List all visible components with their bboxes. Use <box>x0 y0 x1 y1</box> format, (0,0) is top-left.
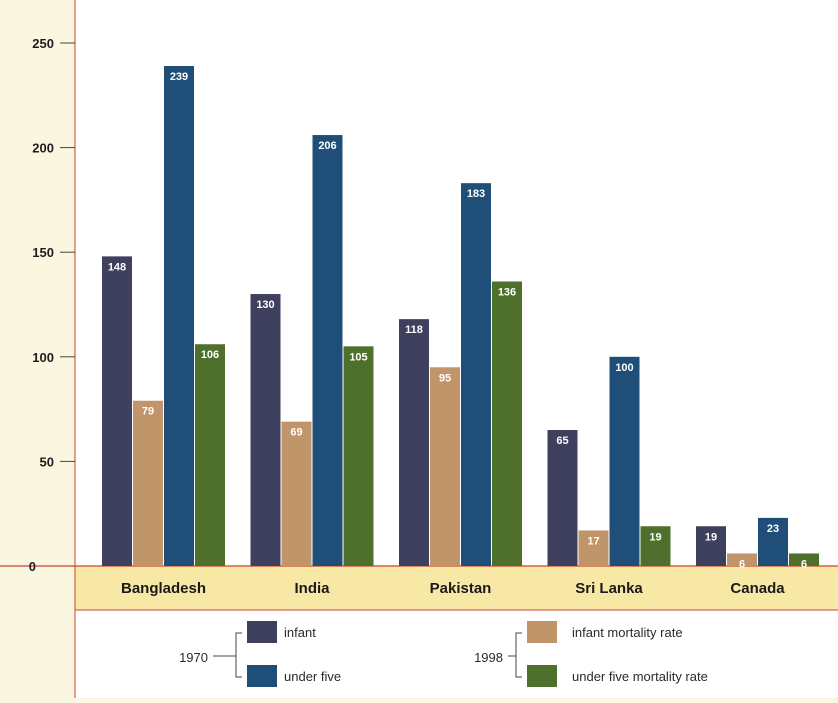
bar <box>461 183 491 566</box>
bar-value-label: 206 <box>318 140 336 152</box>
bar <box>640 526 671 566</box>
x-axis: Bangladesh India Pakistan Sri Lanka Canada <box>121 580 785 597</box>
bar-value-label: 183 <box>467 188 485 200</box>
bar <box>696 526 726 566</box>
bar <box>727 553 757 566</box>
bar <box>102 256 132 566</box>
bar-value-label: 95 <box>439 372 451 384</box>
y-tick-label: 150 <box>32 245 54 260</box>
bar <box>312 135 343 566</box>
bar-value-label: 100 <box>615 362 633 374</box>
category-label: Sri Lanka <box>575 580 643 597</box>
bar-value-label: 17 <box>587 535 599 547</box>
legend-item-label: under five mortality rate <box>572 669 708 684</box>
y-tick-label: 200 <box>32 141 54 156</box>
y-axis: 250 200 150 100 50 0 <box>29 36 75 574</box>
bar-value-label: 136 <box>498 286 516 298</box>
legend-item-label: infant mortality rate <box>572 625 683 640</box>
bar-value-label: 65 <box>556 435 568 447</box>
legend: 1970 infant under five 1998 infant mortality… <box>179 621 708 687</box>
bar-value-label: 148 <box>108 261 126 273</box>
bar-value-label: 23 <box>767 523 779 535</box>
bar-value-label: 19 <box>649 531 661 543</box>
bar <box>133 400 163 566</box>
bar <box>789 553 819 566</box>
bar-value-label: 118 <box>405 324 423 336</box>
legend-swatch <box>247 621 277 643</box>
y-tick-label: 50 <box>40 454 54 469</box>
legend-year-label: 1970 <box>179 650 208 665</box>
bar-value-label: 79 <box>142 406 154 418</box>
category-label: Pakistan <box>430 580 492 597</box>
legend-bracket <box>213 632 242 678</box>
bar-value-label: 106 <box>201 349 219 361</box>
bar <box>609 356 640 566</box>
category-label: Canada <box>730 580 785 597</box>
bar <box>492 281 522 566</box>
y-tick-label: 250 <box>32 36 54 51</box>
legend-area <box>75 610 838 698</box>
y-tick-label: 0 <box>29 559 36 574</box>
bar-value-label: 69 <box>290 427 302 439</box>
bar-value-label: 19 <box>705 531 717 543</box>
bar-value-label: 6 <box>739 558 745 570</box>
bar <box>195 344 225 566</box>
legend-item-label: infant <box>284 625 316 640</box>
bar <box>758 517 788 566</box>
legend-item-label: under five <box>284 669 341 684</box>
bar <box>578 530 609 566</box>
bar <box>281 421 312 566</box>
legend-bracket <box>508 632 522 678</box>
category-label: India <box>294 580 330 597</box>
bar <box>430 367 460 566</box>
bars-layer: 148 79 239 106 130 69 206 105 118 95 183 136 65 17 100… <box>102 66 819 570</box>
category-label: Bangladesh <box>121 580 206 597</box>
legend-swatch <box>247 665 277 687</box>
bar <box>547 430 578 566</box>
bar <box>399 319 429 566</box>
bar-value-label: 6 <box>801 558 807 570</box>
bar <box>250 294 281 566</box>
bar-value-label: 130 <box>256 299 274 311</box>
bar <box>164 66 194 567</box>
bar <box>343 346 374 566</box>
bar-value-label: 105 <box>349 351 367 363</box>
bar-value-label: 239 <box>170 71 188 83</box>
legend-swatch <box>527 665 557 687</box>
y-tick-label: 100 <box>32 350 54 365</box>
legend-year-label: 1998 <box>474 650 503 665</box>
legend-swatch <box>527 621 557 643</box>
category-band <box>75 566 838 610</box>
